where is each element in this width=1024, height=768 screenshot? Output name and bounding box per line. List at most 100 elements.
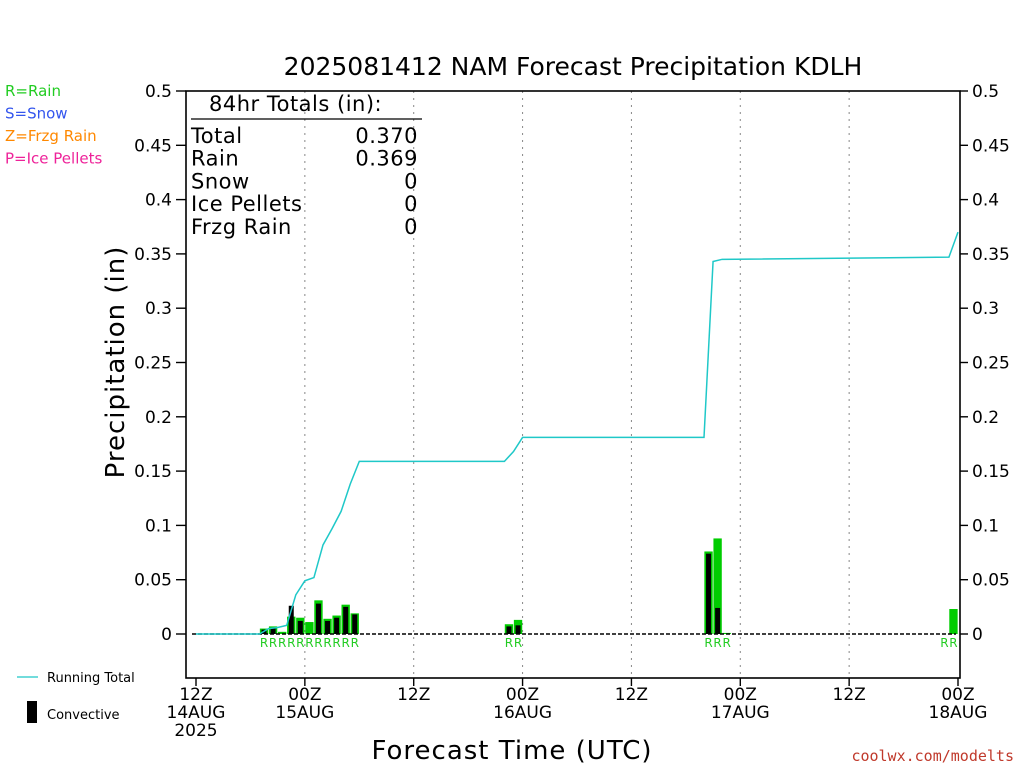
- ptype-label: R: [342, 636, 350, 650]
- ptype-label: R: [351, 636, 359, 650]
- convective-bar: [315, 603, 321, 634]
- ptype-label: R: [723, 636, 731, 650]
- convective-bar: [715, 607, 721, 634]
- totals-row-label: Rain: [191, 147, 239, 171]
- x-tick-label: 12Z: [179, 685, 212, 705]
- rain-bar: [278, 631, 287, 634]
- ptype-label: R: [278, 636, 286, 650]
- y-tick-label: 0.3: [145, 299, 172, 319]
- y-axis-title: Precipitation (in): [101, 246, 131, 479]
- convective-bar: [325, 620, 331, 634]
- y-tick-label-right: 0.15: [972, 462, 1010, 482]
- gridlines: [304, 91, 850, 678]
- y-tick-label: 0.1: [145, 516, 172, 536]
- rain-bar: [305, 622, 314, 634]
- rain-bar: [949, 609, 958, 634]
- y-tick-label: 0.05: [134, 571, 172, 591]
- y-tick-label-right: 0.1: [972, 516, 999, 536]
- convective-bar: [343, 606, 349, 634]
- y-tick-label-right: 0.25: [972, 354, 1010, 374]
- convective-bar: [515, 625, 521, 634]
- convective-bar: [706, 553, 712, 634]
- y-tick-label: 0.15: [134, 462, 172, 482]
- convective-bar: [334, 617, 340, 634]
- rain-bar: [713, 538, 722, 634]
- x-tick-label: 12Z: [833, 685, 866, 705]
- y-axis-right: 0 0.05 0.1 0.15 0.2 0.25 0.3 0.35 0.4 0.45 0.5: [960, 82, 1010, 645]
- ptype-label: R: [260, 636, 268, 650]
- y-tick-label: 0.25: [134, 354, 172, 374]
- ptype-label: R: [269, 636, 277, 650]
- x-tick-label: 17AUG: [711, 703, 770, 723]
- ptype-label: R: [940, 636, 948, 650]
- y-tick-label-right: 0: [972, 625, 983, 645]
- convective-bar: [352, 614, 358, 634]
- y-tick-label: 0: [161, 625, 172, 645]
- y-tick-label: 0.35: [134, 245, 172, 265]
- y-tick-label-right: 0.05: [972, 571, 1010, 591]
- x-tick-label: 2025: [174, 721, 217, 741]
- y-tick-label-right: 0.2: [972, 408, 999, 428]
- convective-legend-label: Convective: [47, 708, 120, 723]
- ptype-legend-item: P=Ice Pellets: [5, 150, 102, 168]
- totals-row-label: Frzg Rain: [191, 215, 292, 239]
- y-axis-left: 0 0.05 0.1 0.15 0.2 0.25 0.3 0.35 0.4 0.45 0.5: [134, 82, 186, 645]
- ptype-label: R: [314, 636, 322, 650]
- x-tick-label: 00Z: [724, 685, 757, 705]
- x-tick-label: 00Z: [288, 685, 321, 705]
- x-tick-label: 15AUG: [275, 703, 334, 723]
- y-tick-label-right: 0.4: [972, 191, 999, 211]
- x-tick-label: 16AUG: [493, 703, 552, 723]
- y-tick-label-right: 0.35: [972, 245, 1010, 265]
- ptype-label: R: [704, 636, 712, 650]
- totals-row-value: 0.370: [355, 124, 418, 148]
- ptype-legend-item: R=Rain: [5, 82, 61, 100]
- ptype-legend-item: Z=Frzg Rain: [5, 127, 97, 145]
- ptype-label: R: [949, 636, 957, 650]
- x-axis-title: Forecast Time (UTC): [371, 736, 652, 766]
- y-tick-label-right: 0.45: [972, 136, 1010, 156]
- convective-bar: [297, 620, 303, 634]
- running-total-line: [196, 231, 959, 635]
- ptype-label: R: [713, 636, 721, 650]
- x-tick-label: 14AUG: [167, 703, 226, 723]
- ptype-label: R: [305, 636, 313, 650]
- totals-row-value: 0: [404, 215, 418, 239]
- ptype-label: R: [505, 636, 513, 650]
- running-total-legend-label: Running Total: [47, 671, 135, 686]
- credit-text: coolwx.com/modelts: [851, 747, 1014, 765]
- y-tick-label: 0.2: [145, 408, 172, 428]
- plot-frame: [185, 90, 961, 679]
- y-tick-label: 0.4: [145, 191, 172, 211]
- convective-legend-swatch: [27, 701, 37, 723]
- convective-bar: [288, 605, 294, 634]
- y-tick-label: 0.45: [134, 136, 172, 156]
- series-legend: Running Total Convective: [17, 671, 135, 723]
- x-tick-label: 12Z: [397, 685, 430, 705]
- totals-row-label: Ice Pellets: [191, 192, 302, 216]
- ptype-legend: R=Rain S=Snow Z=Frzg Rain P=Ice Pellets: [5, 82, 102, 168]
- x-tick-label: 00Z: [941, 685, 974, 705]
- totals-row-value: 0.369: [355, 147, 418, 171]
- totals-row-value: 0: [404, 192, 418, 216]
- totals-row-label: Total: [190, 124, 243, 148]
- ptype-label: R: [323, 636, 331, 650]
- totals-row-label: Snow: [191, 169, 250, 193]
- totals-row-value: 0: [404, 169, 418, 193]
- ptype-label: R: [514, 636, 522, 650]
- y-tick-label-right: 0.3: [972, 299, 999, 319]
- chart-title: 2025081412 NAM Forecast Precipitation KD…: [284, 52, 863, 81]
- ptype-label: R: [296, 636, 304, 650]
- ptype-label: R: [332, 636, 340, 650]
- x-tick-label: 12Z: [615, 685, 648, 705]
- precip-bars: [259, 538, 958, 634]
- y-tick-label: 0.5: [145, 82, 172, 102]
- convective-bar: [506, 626, 512, 634]
- convective-bar: [270, 628, 276, 634]
- ptype-label: R: [287, 636, 295, 650]
- totals-box: 84hr Totals (in): Total 0.370 Rain 0.369 Sno…: [190, 92, 422, 239]
- y-tick-label-right: 0.5: [972, 82, 999, 102]
